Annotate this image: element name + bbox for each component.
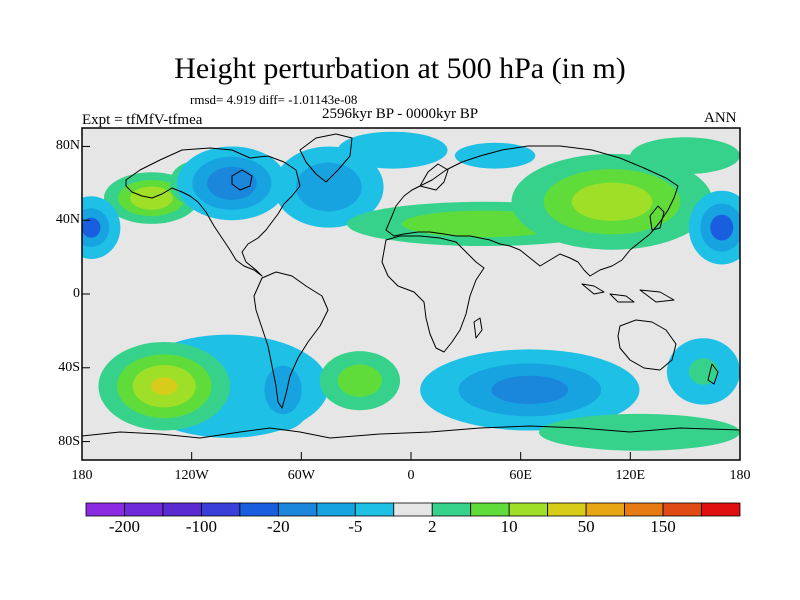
- coastline-madagascar: [473, 317, 483, 339]
- x-tick-label: 180: [71, 468, 93, 483]
- season-label: ANN: [704, 110, 737, 126]
- colorbar-label: -5: [348, 517, 363, 536]
- colorbar-swatch: [547, 502, 587, 517]
- plot-title: Height perturbation at 500 hPa (in m): [174, 52, 626, 85]
- colorbar-swatch: [162, 502, 202, 517]
- contour-south-pacific-high-3: [151, 377, 178, 396]
- colorbar-swatch: [201, 502, 241, 517]
- colorbar-label: 50: [577, 517, 595, 536]
- contour-indian-ocean-low-2: [491, 375, 569, 405]
- contour-east-siberia-low-0: [454, 142, 536, 169]
- colorbar-label: -20: [267, 517, 290, 536]
- colorbar-label: -100: [185, 517, 217, 536]
- colorbar-swatch: [508, 502, 549, 517]
- colorbar-swatch: [624, 502, 664, 517]
- stats-line: rmsd= 4.919 diff= -1.01143e-08: [190, 92, 358, 107]
- contour-south-america-low-1: [264, 365, 302, 415]
- contour-southwest-pacific-low-1: [688, 358, 719, 385]
- x-tick-label: 0: [407, 468, 415, 483]
- colorbar-swatch: [277, 502, 318, 517]
- x-tick-label: 60E: [509, 468, 532, 483]
- y-tick-label: 80N: [55, 138, 80, 154]
- y-tick-label: 80S: [58, 433, 80, 449]
- y-tick-label: 0: [73, 286, 80, 301]
- contour-dateline-low-east-2: [710, 214, 734, 241]
- x-tick-label: 180: [729, 468, 751, 483]
- colorbar-swatch: [239, 502, 279, 517]
- coastline-greenland: [299, 133, 353, 183]
- coastline-scandinavia: [419, 163, 449, 191]
- coastline-north-america: [125, 147, 301, 277]
- colorbar-swatch: [585, 502, 625, 517]
- colorbar: [85, 502, 741, 517]
- contour-south-atlantic-high-1: [337, 364, 382, 397]
- coastline-antarctica: [82, 425, 740, 439]
- coastline-indonesia: [581, 283, 675, 303]
- colorbar-swatch: [431, 502, 472, 517]
- experiment-label: Expt = tfMfV-tfmea: [82, 112, 203, 128]
- coastline-south-america: [253, 271, 329, 409]
- coastline-new-zealand: [707, 363, 719, 385]
- coastline-africa: [381, 235, 485, 353]
- colorbar-swatch: [354, 502, 395, 517]
- x-tick-label: 120W: [174, 468, 209, 483]
- colorbar-swatch: [316, 502, 356, 517]
- colorbar-swatch: [124, 502, 164, 517]
- coastline-hudson-bay: [231, 169, 253, 191]
- colorbar-swatch: [701, 502, 741, 517]
- colorbar-swatch: [662, 502, 702, 517]
- contour-north-atlantic-low-1: [295, 162, 362, 212]
- contour-arctic-high-east-0: [630, 137, 740, 175]
- contour-australia-high-0: [538, 413, 740, 451]
- colorbar-label: 150: [650, 517, 676, 536]
- colorbar-label: -200: [108, 517, 141, 536]
- x-tick-label: 120E: [615, 468, 646, 483]
- colorbar-swatch: [393, 502, 433, 517]
- axis-ticks: [81, 145, 741, 460]
- y-tick-label: 40N: [55, 212, 80, 228]
- colorbar-swatch: [470, 502, 510, 517]
- y-tick-label: 40S: [58, 359, 80, 375]
- coastline-eurasia: [385, 145, 679, 277]
- colorbar-label: 10: [500, 517, 518, 536]
- contour-east-asia-high-2: [571, 182, 653, 221]
- x-tick-label: 60W: [287, 468, 315, 483]
- colorbar-label: 2: [427, 517, 437, 536]
- coastlines: [82, 133, 740, 439]
- contour-dateline-low-west-2: [82, 217, 101, 238]
- colorbar-swatch: [85, 502, 125, 517]
- coastline-japan: [649, 205, 665, 231]
- period-label: 2596kyr BP - 0000kyr BP: [322, 106, 479, 122]
- coastline-australia: [617, 319, 677, 371]
